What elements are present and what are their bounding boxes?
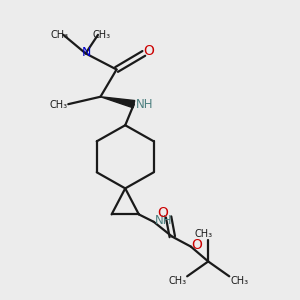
Text: CH₃: CH₃ <box>50 30 69 40</box>
Text: CH₃: CH₃ <box>168 276 186 286</box>
Text: CH₃: CH₃ <box>194 229 212 239</box>
Text: O: O <box>157 206 168 220</box>
Text: CH₃: CH₃ <box>93 30 111 40</box>
Text: CH₃: CH₃ <box>230 276 248 286</box>
Text: NH: NH <box>155 214 172 227</box>
Text: O: O <box>143 44 154 58</box>
Text: O: O <box>192 238 203 252</box>
Text: N: N <box>82 46 92 59</box>
Text: NH: NH <box>136 98 154 111</box>
Polygon shape <box>100 97 135 108</box>
Text: CH₃: CH₃ <box>49 100 68 110</box>
